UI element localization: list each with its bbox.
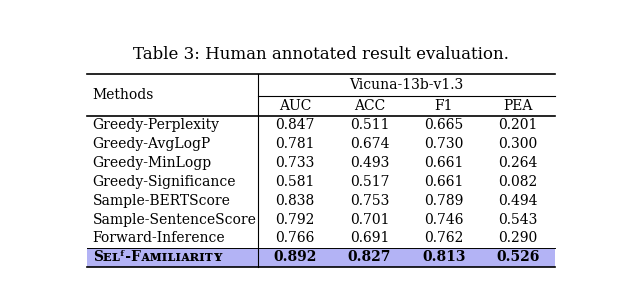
Text: Greedy-AvgLogP: Greedy-AvgLogP: [93, 137, 211, 151]
Bar: [87, 248, 555, 267]
Text: 0.847: 0.847: [275, 118, 314, 132]
Text: 0.766: 0.766: [275, 231, 314, 245]
Text: 0.674: 0.674: [349, 137, 389, 151]
Text: 0.730: 0.730: [424, 137, 464, 151]
Text: 0.665: 0.665: [424, 118, 464, 132]
Text: 0.746: 0.746: [424, 212, 464, 226]
Text: 0.813: 0.813: [422, 250, 466, 264]
Text: Sample-BERTScore: Sample-BERTScore: [93, 194, 231, 208]
Text: Greedy-Perplexity: Greedy-Perplexity: [93, 118, 220, 132]
Text: 0.264: 0.264: [499, 156, 538, 170]
Text: Table 3: Human annotated result evaluation.: Table 3: Human annotated result evaluati…: [134, 46, 509, 63]
Text: 0.661: 0.661: [424, 175, 464, 189]
Text: 0.691: 0.691: [349, 231, 389, 245]
Text: Sᴇʟᶠ-Fᴀᴍɪʟɪᴀʀɪᴛʏ: Sᴇʟᶠ-Fᴀᴍɪʟɪᴀʀɪᴛʏ: [93, 250, 223, 264]
Text: Forward-Inference: Forward-Inference: [93, 231, 225, 245]
Text: 0.789: 0.789: [424, 194, 464, 208]
Text: 0.517: 0.517: [349, 175, 389, 189]
Text: F1: F1: [434, 99, 453, 113]
Text: Greedy-Significance: Greedy-Significance: [93, 175, 236, 189]
Text: Methods: Methods: [93, 88, 154, 102]
Text: 0.827: 0.827: [348, 250, 391, 264]
Text: 0.753: 0.753: [349, 194, 389, 208]
Text: AUC: AUC: [279, 99, 311, 113]
Text: 0.511: 0.511: [349, 118, 389, 132]
Text: 0.290: 0.290: [499, 231, 538, 245]
Text: Greedy-MinLogp: Greedy-MinLogp: [93, 156, 212, 170]
Text: 0.701: 0.701: [349, 212, 389, 226]
Text: 0.661: 0.661: [424, 156, 464, 170]
Text: 0.201: 0.201: [499, 118, 538, 132]
Text: PEA: PEA: [504, 99, 533, 113]
Text: 0.494: 0.494: [499, 194, 538, 208]
Text: Sample-SentenceScore: Sample-SentenceScore: [93, 212, 256, 226]
Text: 0.300: 0.300: [499, 137, 538, 151]
Text: 0.792: 0.792: [275, 212, 314, 226]
Text: 0.082: 0.082: [499, 175, 538, 189]
Text: 0.543: 0.543: [499, 212, 538, 226]
Text: 0.733: 0.733: [275, 156, 314, 170]
Text: 0.762: 0.762: [424, 231, 464, 245]
Text: Vicuna-13b-v1.3: Vicuna-13b-v1.3: [349, 78, 464, 92]
Text: 0.838: 0.838: [275, 194, 314, 208]
Text: 0.493: 0.493: [349, 156, 389, 170]
Text: ACC: ACC: [354, 99, 385, 113]
Text: 0.526: 0.526: [497, 250, 540, 264]
Text: 0.892: 0.892: [273, 250, 317, 264]
Text: 0.581: 0.581: [275, 175, 314, 189]
Text: 0.781: 0.781: [275, 137, 314, 151]
